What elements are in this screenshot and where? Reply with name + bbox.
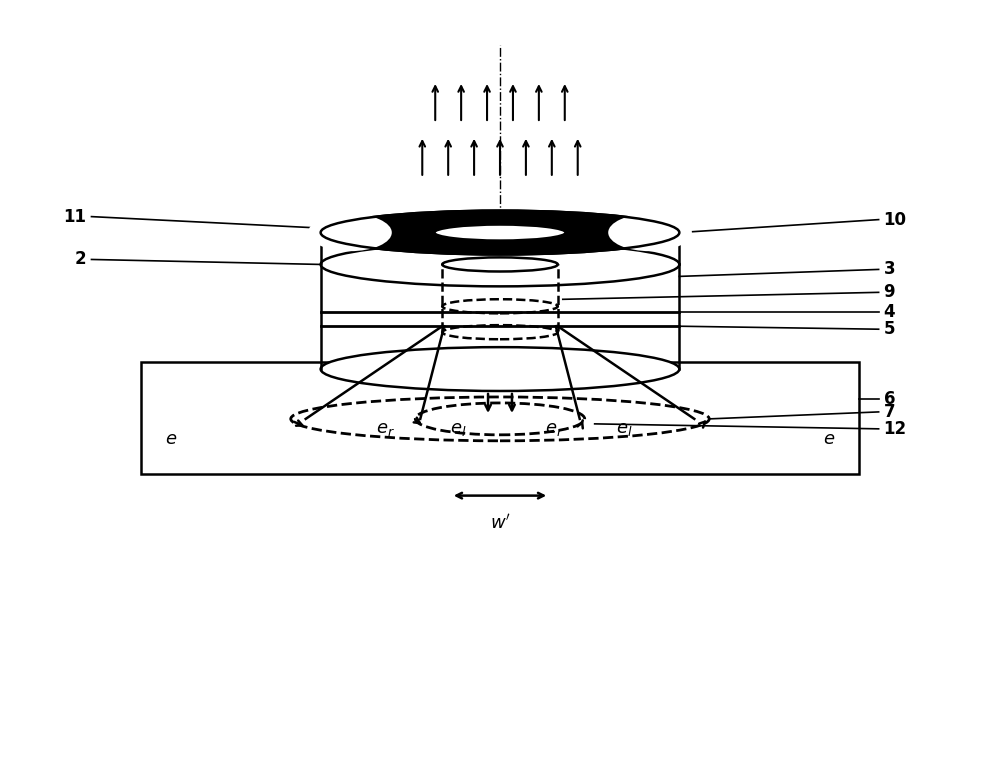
Text: $e_l$: $e_l$ bbox=[450, 420, 466, 438]
Text: 4: 4 bbox=[884, 303, 895, 321]
Text: 2: 2 bbox=[75, 251, 86, 269]
Text: 6: 6 bbox=[884, 390, 895, 408]
Text: 10: 10 bbox=[884, 211, 907, 228]
Text: 12: 12 bbox=[884, 420, 907, 438]
Ellipse shape bbox=[608, 214, 692, 252]
Text: 3: 3 bbox=[884, 260, 895, 279]
Ellipse shape bbox=[442, 258, 558, 272]
Ellipse shape bbox=[308, 214, 392, 252]
Text: $e_r$: $e_r$ bbox=[376, 420, 395, 438]
Text: 5: 5 bbox=[884, 320, 895, 338]
Ellipse shape bbox=[434, 224, 566, 241]
Bar bbox=[141, 362, 859, 474]
Text: $w'$: $w'$ bbox=[490, 513, 510, 533]
Text: $e$: $e$ bbox=[165, 430, 177, 448]
Text: $e$: $e$ bbox=[823, 430, 835, 448]
Ellipse shape bbox=[321, 348, 679, 391]
Text: 9: 9 bbox=[884, 283, 895, 301]
Text: $e_r$: $e_r$ bbox=[545, 420, 564, 438]
Ellipse shape bbox=[321, 242, 679, 286]
Text: 7: 7 bbox=[884, 403, 895, 421]
Text: $e_l$: $e_l$ bbox=[616, 420, 633, 438]
Ellipse shape bbox=[321, 211, 679, 255]
Text: 11: 11 bbox=[63, 207, 86, 225]
